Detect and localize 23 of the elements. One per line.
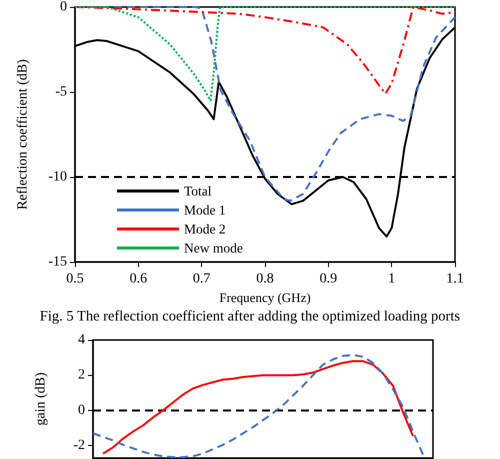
legend-label: Total [184, 184, 212, 198]
x-tick-label: 0.9 [320, 272, 338, 286]
x-tick-label: 0.8 [256, 272, 274, 286]
y-axis-title: gain (dB) [34, 372, 48, 426]
y-tick-label: -15 [48, 254, 67, 270]
y-tick-label: 0 [60, 0, 67, 14]
x-tick-label: 0.5 [66, 272, 84, 286]
y-tick-label: 2 [78, 368, 85, 383]
x-tick-label: 0.6 [130, 272, 148, 286]
legend-label: New mode [184, 240, 243, 256]
legend-label: Mode 1 [184, 202, 226, 218]
x-tick-label: 1.1 [446, 272, 464, 286]
y-tick-label: 0 [78, 402, 85, 418]
x-tick-label: 0.7 [192, 272, 210, 286]
y-tick-label: -5 [55, 84, 67, 100]
x-tick-label: 1 [388, 272, 396, 286]
y-tick-label: -2 [73, 438, 85, 454]
x-axis-title: Frequency (GHz) [219, 290, 311, 305]
caption: Fig. 5 The reflection coefficient after adding the optimized loading ports [40, 308, 460, 324]
y-tick-label: 4 [78, 332, 85, 348]
y-tick-label: -10 [48, 170, 67, 184]
legend-label: Mode 2 [184, 222, 226, 236]
y-axis-title: Reflection coefficient (dB) [16, 58, 30, 210]
